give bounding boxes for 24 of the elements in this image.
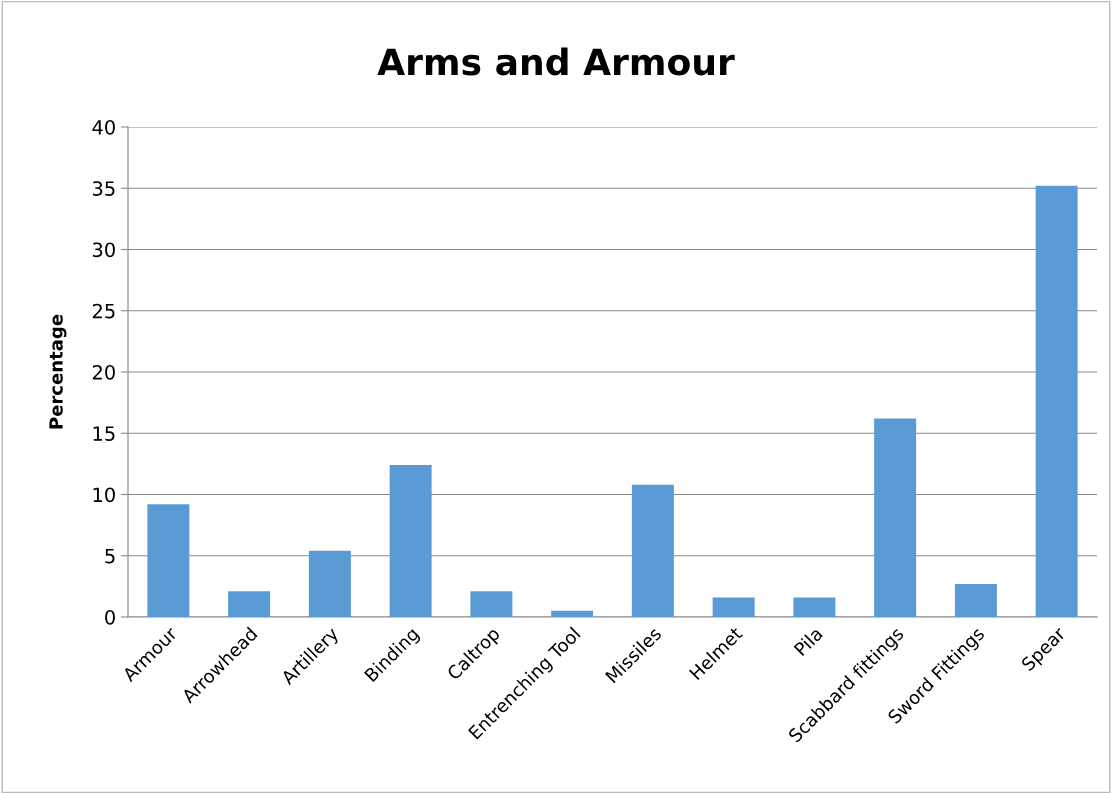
bar: [712, 597, 755, 617]
bar: [389, 465, 432, 617]
y-tick-label: 30: [92, 242, 115, 258]
bar: [874, 418, 917, 617]
x-tick-label: Pila: [793, 626, 824, 657]
y-tick-label: 0: [105, 609, 115, 625]
y-tick-label: 25: [92, 303, 115, 319]
bar: [793, 597, 836, 617]
bar: [954, 583, 997, 617]
y-tick-label: 40: [92, 119, 115, 135]
y-tick-label: 35: [92, 181, 115, 196]
bar: [308, 550, 351, 617]
y-tick-label: 20: [92, 364, 115, 380]
bar: [551, 610, 594, 617]
bar: [228, 591, 271, 617]
bar: [147, 504, 190, 617]
bar: [631, 484, 674, 617]
y-tick-label: 5: [105, 548, 115, 564]
bar: [1035, 185, 1078, 617]
y-tick-label: 15: [93, 426, 115, 441]
y-tick-label: 10: [93, 487, 115, 503]
chart-title: Arms and Armour: [377, 47, 735, 76]
bar: [470, 591, 513, 617]
y-axis-title: Percentage: [49, 314, 67, 429]
